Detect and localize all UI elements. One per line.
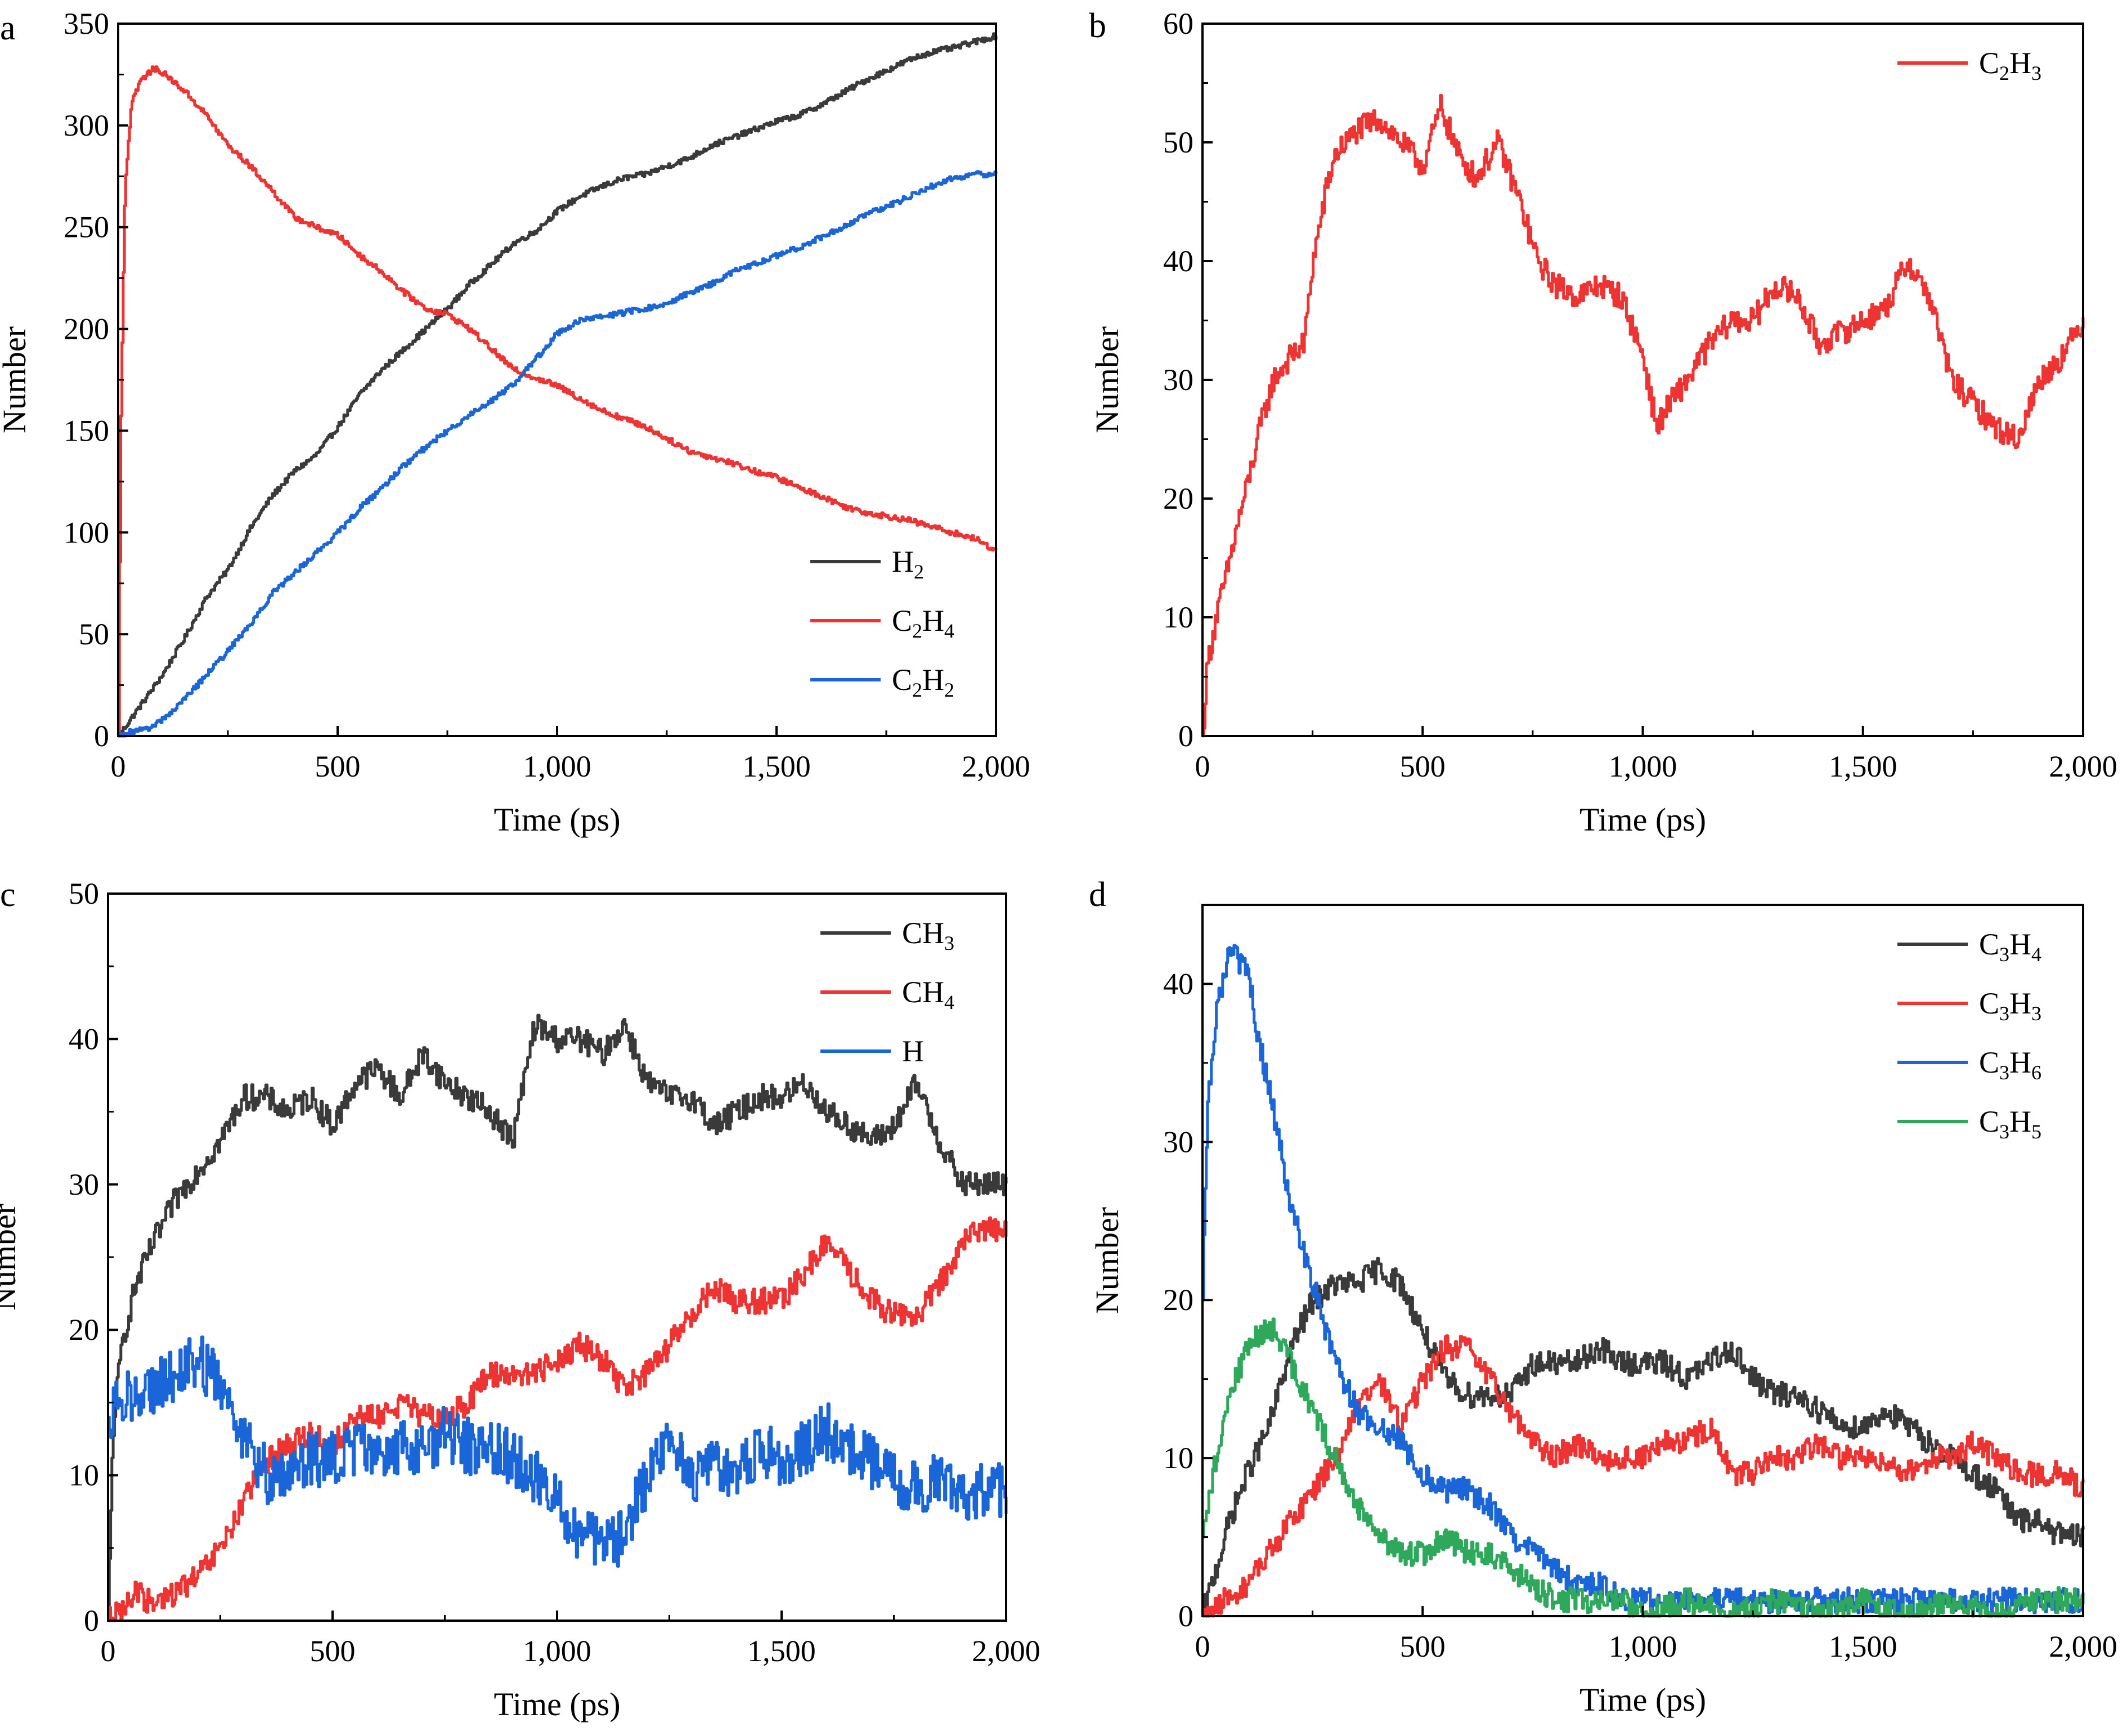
legend-label-c2h3: C2H3	[1979, 46, 2041, 84]
y-tick-label: 40	[69, 1022, 99, 1056]
x-tick-label: 2,000	[2049, 1630, 2117, 1663]
plot-frame	[1201, 23, 2084, 737]
x-tick-label: 1,500	[1829, 1630, 1897, 1663]
series-line-h2	[118, 32, 998, 738]
y-tick-label: 0	[1178, 719, 1193, 753]
y-tick-label: 0	[1178, 1599, 1193, 1633]
x-tick-label: 2,000	[2049, 750, 2117, 783]
series-line-c2h4	[118, 65, 998, 738]
legend-label-ch3: CH3	[902, 916, 954, 954]
y-tick-label: 30	[69, 1168, 99, 1201]
series-line-c3h3	[1202, 1334, 2085, 1618]
series-line-c3h4	[1202, 1257, 2085, 1618]
y-tick-label: 250	[64, 210, 109, 244]
x-tick-label: 1,000	[1609, 750, 1677, 783]
y-axis-title: Number	[0, 1204, 23, 1311]
legend-label-c3h5: C3H5	[1979, 1105, 2041, 1143]
legend-label-h2: H2	[892, 545, 924, 583]
x-axis-title: Time (ps)	[493, 801, 620, 838]
panel-a: a 0 500 1,000 1,500 2,000 0 50 100 150 200 250 300 3…	[0, 7, 1030, 838]
series-line-h	[107, 1335, 1008, 1568]
x-tick-label: 0	[1195, 750, 1210, 783]
y-tick-label: 40	[1163, 967, 1193, 1001]
y-tick-label: 40	[1163, 244, 1193, 278]
y-axis-title: Number	[1089, 1207, 1125, 1314]
x-tick-label: 500	[310, 1634, 356, 1668]
y-tick-label: 20	[69, 1313, 99, 1347]
plot-frame	[1201, 904, 2084, 1617]
legend-label-c2h4: C2H4	[892, 604, 954, 642]
plot-frame	[117, 23, 997, 737]
y-tick-label: 10	[69, 1459, 99, 1492]
panel-b: b 0 500 1,000 1,500 2,000 0 10 20 30 40 50 60 Time (…	[1089, 7, 2117, 838]
y-tick-label: 300	[64, 109, 109, 142]
x-axis-title: Time (ps)	[1579, 801, 1706, 838]
x-tick-label: 1,500	[747, 1634, 816, 1668]
y-tick-label: 0	[94, 719, 109, 753]
series-line-c2h2	[118, 170, 998, 738]
legend-label-c2h2: C2H2	[892, 663, 954, 701]
y-tick-label: 10	[1163, 1441, 1193, 1475]
panel-b-label: b	[1089, 7, 1106, 45]
legend: C3H4 C3H3 C3H6 C3H5	[1897, 927, 2041, 1143]
legend-label-ch4: CH4	[902, 975, 954, 1013]
series-line-ch3	[107, 1013, 1008, 1622]
x-tick-label: 2,000	[962, 750, 1030, 783]
y-tick-label: 150	[64, 414, 109, 447]
series-line-c2h3	[1202, 94, 2085, 738]
y-tick-label: 60	[1163, 7, 1193, 41]
x-tick-label: 500	[1400, 750, 1446, 783]
y-tick-label: 200	[64, 312, 109, 346]
legend-label-c3h6: C3H6	[1979, 1046, 2041, 1084]
x-tick-label: 1,000	[523, 1634, 591, 1668]
legend-label-c3h4: C3H4	[1979, 927, 2041, 966]
y-tick-label: 50	[1163, 125, 1193, 159]
panel-d-label: d	[1089, 876, 1106, 914]
y-tick-label: 100	[64, 515, 109, 549]
y-tick-label: 20	[1163, 482, 1193, 515]
x-axis-title: Time (ps)	[1579, 1681, 1706, 1718]
x-tick-label: 0	[101, 1634, 116, 1668]
y-tick-label: 0	[84, 1604, 99, 1638]
x-tick-label: 500	[315, 750, 361, 783]
y-tick-label: 10	[1163, 600, 1193, 634]
x-tick-label: 500	[1400, 1630, 1446, 1663]
panel-d: d 0 500 1,000 1,500 2,000 0 10 20 30 40 Time (ps) N…	[1089, 876, 2117, 1718]
legend: C2H3	[1897, 46, 2041, 84]
x-tick-label: 1,500	[742, 750, 811, 783]
x-tick-label: 0	[1195, 1630, 1210, 1663]
y-tick-label: 30	[1163, 1125, 1193, 1159]
panel-a-label: a	[0, 9, 16, 47]
panel-c-label: c	[0, 876, 16, 914]
x-tick-label: 1,000	[1609, 1630, 1677, 1663]
x-tick-label: 1,000	[523, 750, 591, 783]
legend-label-h: H	[902, 1034, 924, 1068]
legend-label-c3h3: C3H3	[1979, 986, 2041, 1025]
x-axis-title: Time (ps)	[493, 1686, 620, 1722]
x-tick-label: 1,500	[1829, 750, 1897, 783]
legend: CH3 CH4 H	[820, 916, 954, 1068]
x-tick-label: 2,000	[972, 1634, 1040, 1668]
y-tick-label: 350	[64, 7, 109, 41]
y-axis-title: Number	[1089, 326, 1125, 433]
y-tick-label: 30	[1163, 363, 1193, 397]
y-tick-label: 50	[79, 617, 109, 651]
y-tick-label: 20	[1163, 1283, 1193, 1317]
x-tick-label: 0	[111, 750, 126, 783]
y-tick-label: 50	[69, 877, 99, 910]
y-axis-title: Number	[0, 326, 33, 433]
panel-c: c 0 500 1,000 1,500 2,000 0 10 20 30 40 50 Time (ps…	[0, 876, 1040, 1722]
legend: H2 C2H4 C2H2	[810, 545, 954, 701]
